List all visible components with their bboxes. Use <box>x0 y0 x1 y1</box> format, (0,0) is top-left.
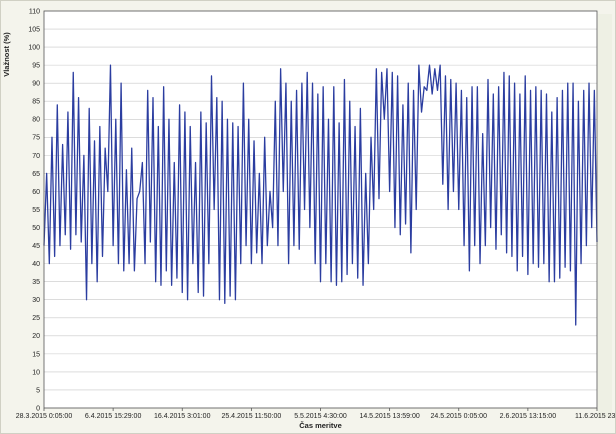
y-tick-label: 15 <box>32 351 40 358</box>
y-tick-label: 55 <box>32 207 40 214</box>
y-tick-label: 75 <box>32 135 40 142</box>
x-axis-ticks: 28.3.2015 0:05:00 6.4.2015 15:29:00 16.4.2… <box>16 408 616 420</box>
x-axis-title: Čas meritve <box>299 421 342 430</box>
x-tick-label: 16.4.2015 3:01:00 <box>154 413 211 420</box>
y-tick-label: 95 <box>32 63 40 70</box>
x-tick-label: 25.4.2015 11:50:00 <box>221 413 281 420</box>
y-tick-label: 50 <box>32 225 40 232</box>
plot-border <box>43 10 598 409</box>
y-tick-label: 45 <box>32 243 40 250</box>
y-tick-label: 105 <box>28 26 40 33</box>
x-tick-label: 28.3.2015 0:05:00 <box>16 413 73 420</box>
y-tick-label: 20 <box>32 333 40 340</box>
x-tick-label: 6.4.2015 15:29:00 <box>85 413 142 420</box>
y-tick-label: 110 <box>29 8 40 15</box>
y-tick-label: 65 <box>32 171 40 178</box>
y-tick-label: 70 <box>32 153 40 160</box>
y-axis-ticks: 0 5 10 15 20 25 30 35 40 45 50 55 60 65 70 75 80 85 90 95 10… <box>28 8 40 412</box>
y-tick-label: 5 <box>36 387 40 394</box>
series-line <box>43 64 598 326</box>
y-tick-label: 10 <box>32 369 40 376</box>
y-axis-title: Vlažnost (%) <box>2 32 11 77</box>
y-tick-label: 25 <box>32 315 40 322</box>
y-tick-label: 0 <box>36 405 40 412</box>
chart-right-margin <box>598 14 612 418</box>
x-tick-label: 5.5.2015 4:30:00 <box>294 413 347 420</box>
y-tick-label: 40 <box>32 261 40 268</box>
y-tick-label: 80 <box>32 117 40 124</box>
y-tick-label: 100 <box>28 44 40 51</box>
x-tick-label: 14.5.2015 13:59:00 <box>359 413 419 420</box>
x-tick-label: 11.6.2015 23:19:00 <box>575 413 616 420</box>
y-tick-label: 90 <box>32 81 40 88</box>
y-tick-label: 60 <box>32 189 40 196</box>
y-tick-label: 30 <box>32 297 40 304</box>
x-tick-label: 2.6.2015 13:15:00 <box>500 413 557 420</box>
y-tick-label: 85 <box>32 99 40 106</box>
x-tick-label: 24.5.2015 0:05:00 <box>431 413 488 420</box>
y-tick-label: 35 <box>32 279 40 286</box>
